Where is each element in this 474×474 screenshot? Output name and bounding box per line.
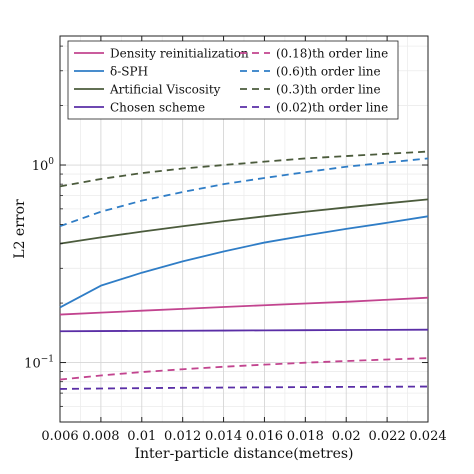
x-tick-label: 0.008: [82, 429, 119, 444]
legend-entry-label: (0.6)th order line: [276, 65, 381, 79]
legend-entry-label: (0.18)th order line: [276, 47, 388, 61]
x-axis-ticks: 0.006 0.008 0.01 0.012 0.014 0.016 0.018 0.02 0.…: [41, 36, 447, 444]
series-layer: [59, 150, 429, 390]
x-tick-label: 0.018: [287, 429, 324, 444]
y-tick-label: 100: [32, 157, 55, 174]
series-line-chosen-scheme: [59, 328, 429, 333]
x-tick-label: 0.006: [41, 429, 78, 444]
series-line-0-02-th-order-line: [59, 385, 429, 390]
y-axis-label: L2 error: [12, 199, 28, 259]
legend-entry-label: Density reinitialization: [110, 47, 249, 61]
x-tick-label: 0.01: [127, 429, 156, 444]
x-tick-label: 0.012: [164, 429, 201, 444]
legend-entry-label: Chosen scheme: [110, 101, 205, 115]
series-line-density-reinitialization: [59, 296, 429, 316]
x-tick-label: 0.022: [369, 429, 406, 444]
legend-entry-label: (0.02)th order line: [276, 101, 388, 115]
x-tick-label: 0.016: [246, 429, 283, 444]
y-tick-label: 10−1: [24, 355, 54, 372]
legend-box: [67, 40, 399, 120]
y-axis-ticks: 10−1 100: [24, 45, 428, 407]
x-tick-label: 0.014: [205, 429, 242, 444]
series-line-artificial-viscosity: [59, 198, 429, 245]
x-tick-label: 0.024: [409, 429, 446, 444]
series-line-sph: [59, 215, 429, 309]
legend-entry-label: Artificial Viscosity: [109, 83, 221, 97]
plot-frame: [59, 35, 429, 423]
x-tick-label: 0.02: [332, 429, 361, 444]
legend: Density reinitialization δ-SPH Artificial …: [67, 40, 399, 120]
series-line-0-6-th-order-line: [59, 157, 429, 228]
x-axis-label: Inter-particle distance(metres): [134, 446, 353, 462]
legend-entry-label: (0.3)th order line: [276, 83, 381, 97]
series-line-0-3-th-order-line: [59, 150, 429, 188]
legend-entry-label: δ-SPH: [110, 65, 148, 79]
series-line-0-18-th-order-line: [59, 357, 429, 381]
